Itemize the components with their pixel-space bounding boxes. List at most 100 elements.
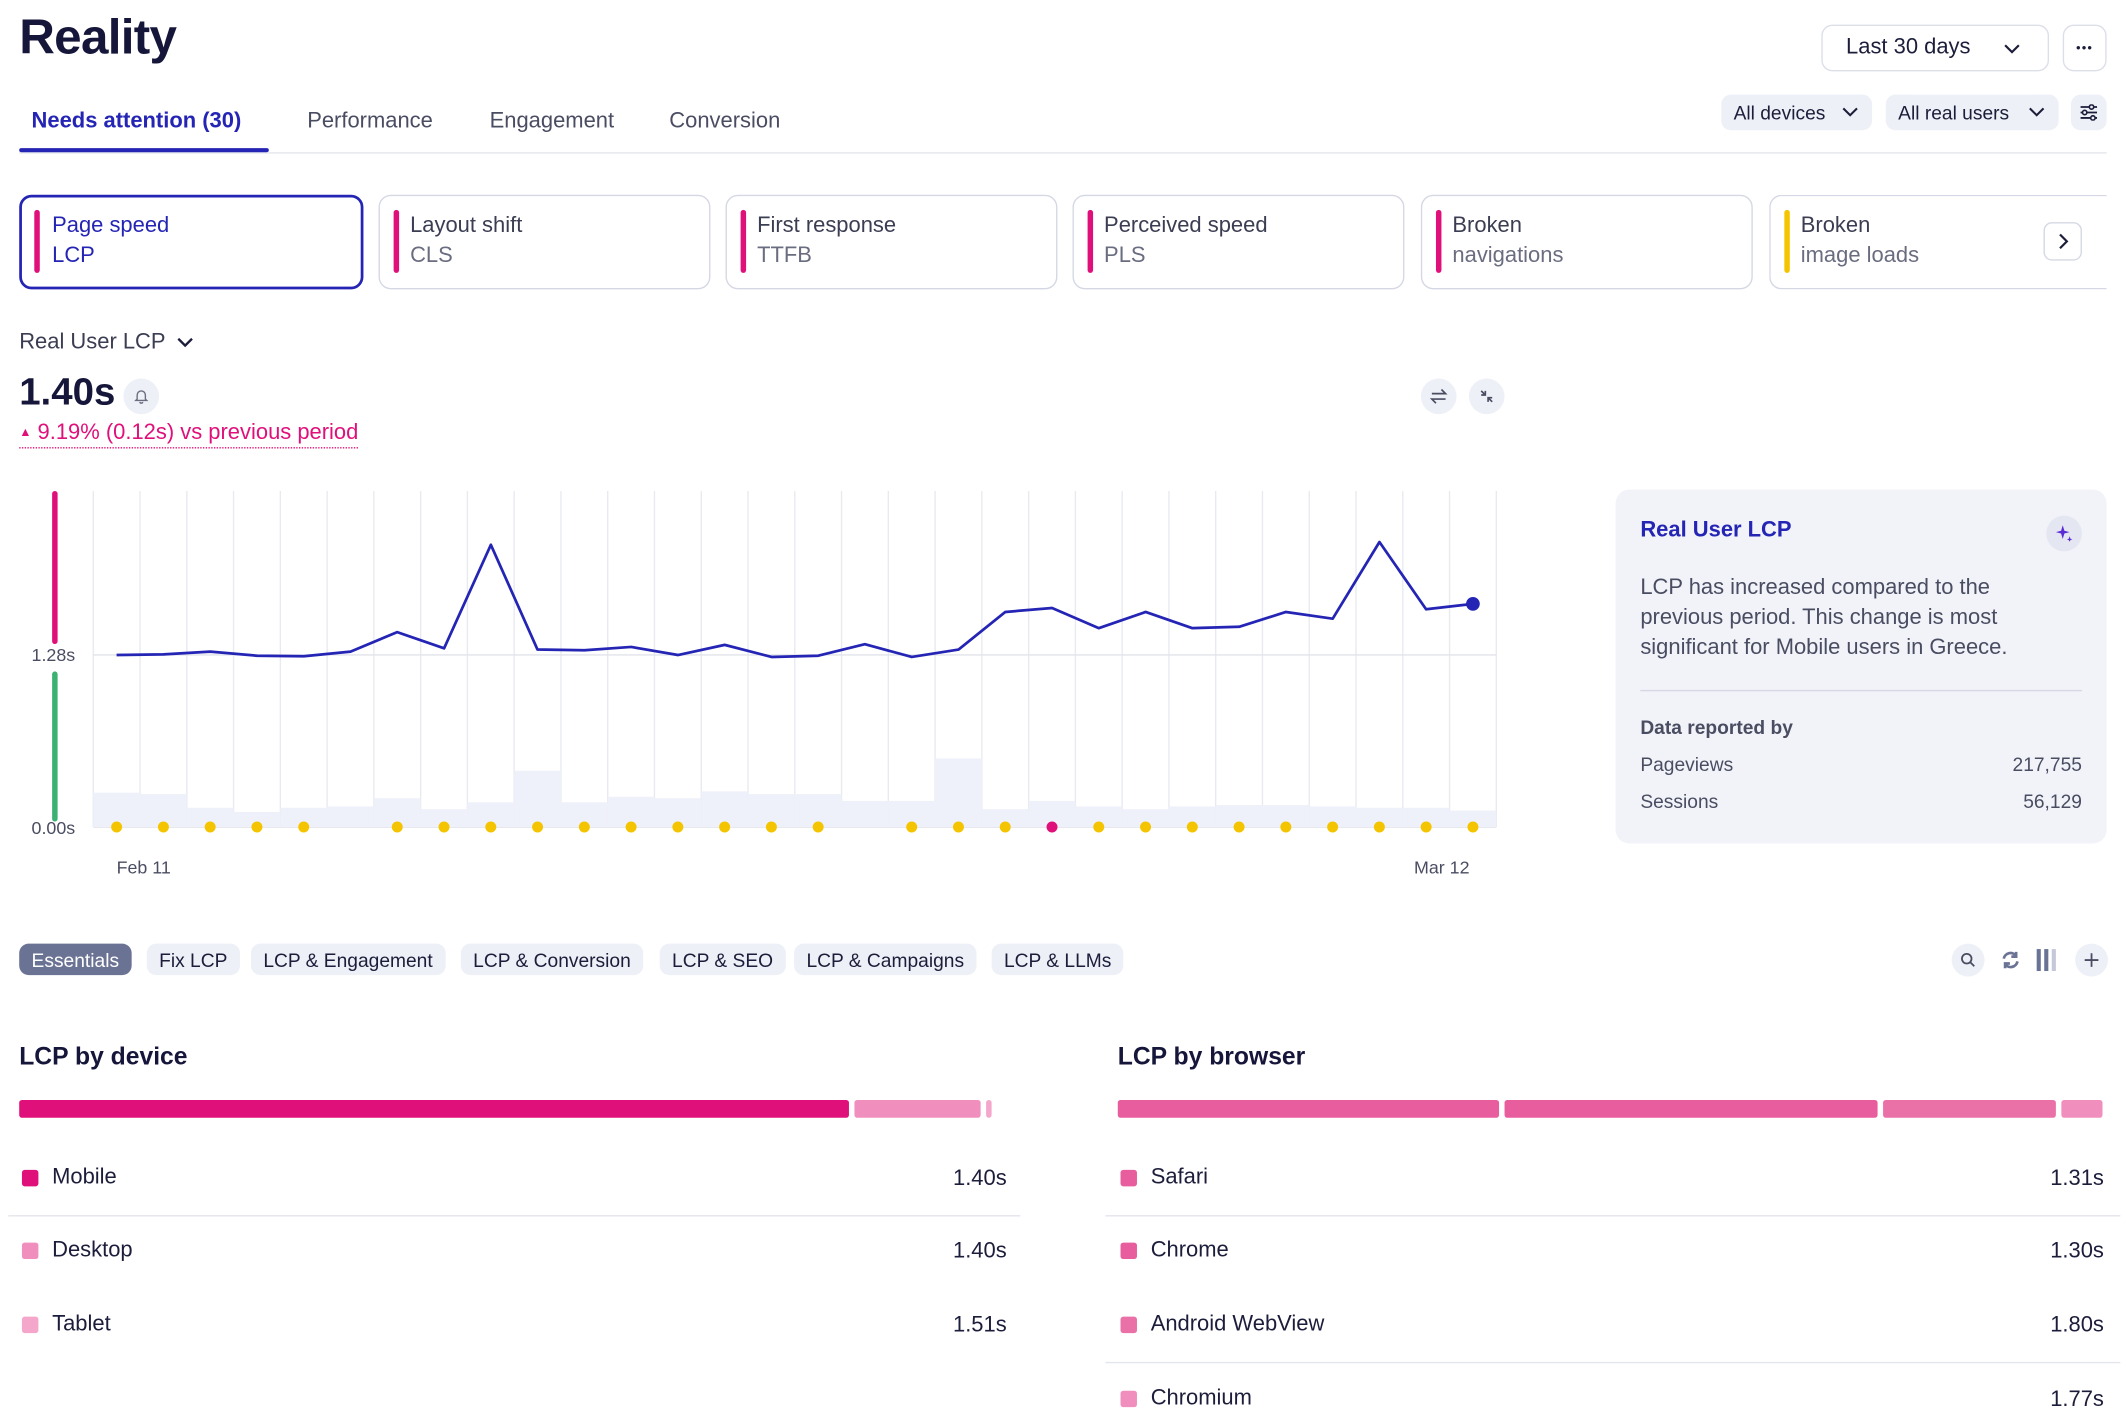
event-dot: [532, 821, 544, 833]
columns-icon: [2036, 949, 2056, 972]
volume-bar: [93, 792, 141, 828]
chip-lcp-seo[interactable]: LCP & SEO: [659, 943, 786, 976]
search-icon: [1961, 952, 1975, 967]
date-range-select[interactable]: Last 30 days: [1821, 24, 2050, 72]
metric-selector[interactable]: Real User LCP: [19, 331, 193, 356]
series-line: [116, 540, 1474, 659]
metric-card-page-speed[interactable]: Page speed LCP: [19, 194, 364, 290]
insight-title: Real User LCP: [1640, 518, 1792, 542]
more-options-button[interactable]: •••: [2062, 24, 2107, 72]
bell-icon: [134, 390, 149, 404]
alert-button[interactable]: [123, 378, 160, 415]
chip-lcp-engagement[interactable]: LCP & Engagement: [250, 943, 446, 976]
chip-fix-lcp[interactable]: Fix LCP: [146, 943, 240, 976]
volume-bar: [514, 770, 561, 828]
refresh-button[interactable]: [1994, 944, 2027, 977]
metric-delta[interactable]: ▲ 9.19% (0.12s) vs previous period: [19, 421, 359, 449]
metric-card-first-response[interactable]: First response TTFB: [725, 194, 1058, 290]
chevron-right-icon: [2059, 233, 2069, 250]
sessions-label: Sessions: [1640, 789, 1719, 812]
device-section-title: LCP by device: [19, 1042, 188, 1070]
event-dot: [1420, 821, 1432, 833]
chip-lcp-campaigns[interactable]: LCP & Campaigns: [794, 943, 977, 976]
card-subtitle: image loads: [1800, 244, 1920, 268]
card-title: Perceived speed: [1104, 213, 1268, 238]
insight-body: LCP has increased compared to the previo…: [1640, 576, 2008, 660]
device-value-tablet: 1.51s: [952, 1313, 1007, 1338]
device-label-desktop: Desktop: [52, 1238, 133, 1262]
status-indicator: [740, 209, 747, 273]
share-segment[interactable]: [1117, 1099, 1499, 1118]
collapse-button[interactable]: [1468, 378, 1505, 415]
device-value-desktop: 1.40s: [952, 1239, 1007, 1264]
browser-label-android-webview: Android WebView: [1150, 1312, 1325, 1336]
device-share-bar: [19, 1099, 1009, 1118]
status-indicator: [1087, 209, 1094, 273]
share-segment[interactable]: [985, 1099, 992, 1118]
legend-swatch: [21, 1242, 39, 1260]
browser-label-safari: Safari: [1150, 1165, 1209, 1190]
card-title: First response: [757, 213, 897, 238]
active-tab-indicator: [19, 148, 269, 153]
tab-needs-attention[interactable]: Needs attention (30): [31, 109, 242, 134]
chip-lcp-llms[interactable]: LCP & LLMs: [991, 943, 1124, 976]
metric-card-broken-navigations[interactable]: Broken navigations: [1420, 194, 1753, 290]
volume-bar: [1168, 806, 1216, 828]
row-divider: [8, 1215, 1021, 1217]
event-dot: [625, 821, 637, 833]
volume-bar: [420, 809, 468, 828]
event-dot: [812, 821, 824, 833]
filter-settings-button[interactable]: [2070, 94, 2107, 131]
metric-card-layout-shift[interactable]: Layout shift CLS: [378, 194, 711, 290]
data-reported-heading: Data reported by: [1640, 715, 1793, 738]
date-range-label: Last 30 days: [1846, 35, 1971, 59]
event-dot: [438, 821, 450, 833]
share-segment[interactable]: [19, 1099, 850, 1118]
event-dot: [251, 821, 263, 833]
chip-lcp-conversion[interactable]: LCP & Conversion: [460, 943, 644, 976]
share-segment[interactable]: [1503, 1099, 1878, 1118]
tab-conversion[interactable]: Conversion: [669, 109, 781, 134]
device-label-tablet: Tablet: [52, 1312, 111, 1336]
card-subtitle: navigations: [1452, 244, 1564, 268]
page-title: Reality: [19, 8, 177, 65]
legend-swatch: [1120, 1390, 1137, 1408]
ai-assist-button[interactable]: [2046, 515, 2082, 552]
volume-bar: [1215, 805, 1263, 828]
tab-engagement[interactable]: Engagement: [489, 109, 615, 134]
status-bar-poor: [52, 490, 58, 645]
device-value-mobile: 1.40s: [952, 1167, 1007, 1191]
users-filter[interactable]: All real users: [1885, 94, 2059, 131]
metric-value: 1.40s: [19, 370, 116, 413]
search-button[interactable]: [1951, 943, 1985, 977]
metric-card-perceived-speed[interactable]: Perceived speed PLS: [1072, 194, 1405, 290]
chip-essentials[interactable]: Essentials: [19, 943, 132, 976]
x-tick-label: Feb 11: [116, 857, 171, 878]
browser-value-android-webview: 1.80s: [2050, 1313, 2104, 1338]
card-title: Broken: [1452, 213, 1522, 238]
share-segment[interactable]: [1883, 1099, 2056, 1118]
legend-swatch: [1120, 1316, 1137, 1334]
y-tick-label: 1.28s: [31, 644, 76, 666]
add-button[interactable]: [2075, 943, 2108, 977]
tab-performance[interactable]: Performance: [307, 109, 433, 134]
event-dot: [298, 821, 310, 833]
lcp-line-chart: [52, 490, 1497, 833]
tab-bar: Needs attention (30) Performance Engagem…: [19, 91, 2107, 154]
share-segment[interactable]: [2060, 1099, 2103, 1118]
browser-share-bar: [1117, 1099, 2107, 1118]
compare-button[interactable]: [1420, 378, 1457, 415]
chevron-down-icon: [2029, 107, 2045, 117]
volume-bar: [1122, 809, 1169, 828]
legend-swatch: [21, 1316, 39, 1334]
devices-filter[interactable]: All devices: [1721, 94, 1873, 131]
share-segment[interactable]: [854, 1099, 981, 1118]
columns-button[interactable]: [2030, 944, 2063, 977]
event-dot: [1467, 821, 1479, 833]
event-dot: [1186, 821, 1198, 833]
cards-next-button[interactable]: [2043, 222, 2082, 261]
card-title: Page speed: [52, 213, 170, 238]
chevron-down-icon: [177, 337, 193, 348]
legend-swatch: [21, 1169, 39, 1187]
status-bar-good: [52, 671, 58, 822]
